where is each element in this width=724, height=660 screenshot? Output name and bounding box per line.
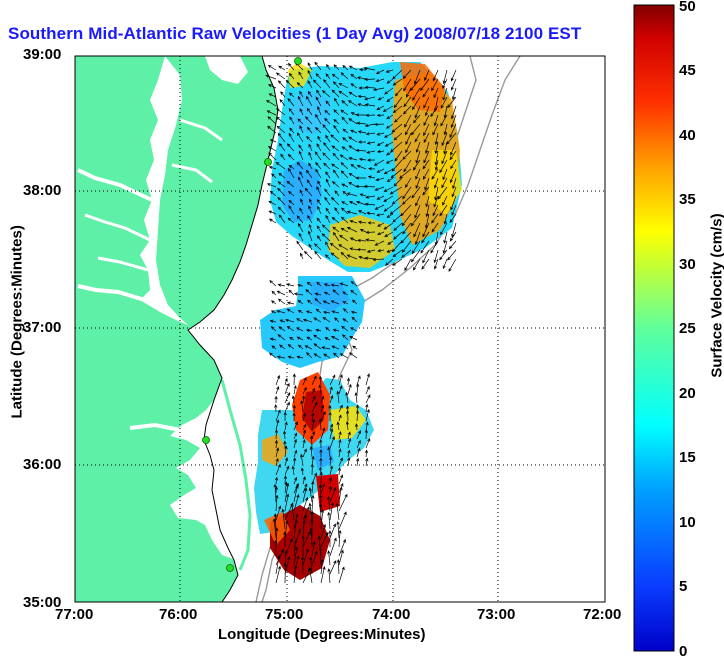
xtick-label: 72:00 bbox=[583, 606, 621, 623]
colorbar-tick: 5 bbox=[679, 578, 687, 595]
ytick-label: 37:00 bbox=[23, 319, 61, 336]
radar-station-marker bbox=[203, 437, 210, 444]
colorbar-tick: 40 bbox=[679, 127, 696, 144]
colorbar-tick: 0 bbox=[679, 643, 687, 660]
ytick-label: 38:00 bbox=[23, 182, 61, 199]
xtick-label: 76:00 bbox=[159, 606, 197, 623]
radar-station-marker bbox=[227, 565, 234, 572]
x-axis-label: Longitude (Degrees:Minutes) bbox=[218, 626, 426, 643]
colorbar bbox=[634, 5, 674, 651]
xtick-label: 77:00 bbox=[55, 606, 93, 623]
radar-station-marker bbox=[295, 58, 302, 65]
colorbar-label: Surface Velocity (cm/s) bbox=[709, 201, 724, 391]
colorbar-tick: 35 bbox=[679, 191, 696, 208]
y-axis-label: Latitude (Degrees:Minutes) bbox=[9, 239, 26, 419]
colorbar-tick: 50 bbox=[679, 0, 696, 15]
xtick-label: 75:00 bbox=[265, 606, 303, 623]
colorbar-tick: 45 bbox=[679, 62, 696, 79]
ytick-label: 36:00 bbox=[23, 456, 61, 473]
colorbar-tick: 15 bbox=[679, 449, 696, 466]
colorbar-tick: 10 bbox=[679, 514, 696, 531]
ytick-label: 39:00 bbox=[23, 46, 61, 63]
velocity-field-north bbox=[270, 62, 462, 272]
xtick-label: 74:00 bbox=[372, 606, 410, 623]
radar-station-marker bbox=[265, 159, 272, 166]
colorbar-tick: 30 bbox=[679, 256, 696, 273]
colorbar-tick: 25 bbox=[679, 320, 696, 337]
xtick-label: 73:00 bbox=[477, 606, 515, 623]
colorbar-tick: 20 bbox=[679, 385, 696, 402]
